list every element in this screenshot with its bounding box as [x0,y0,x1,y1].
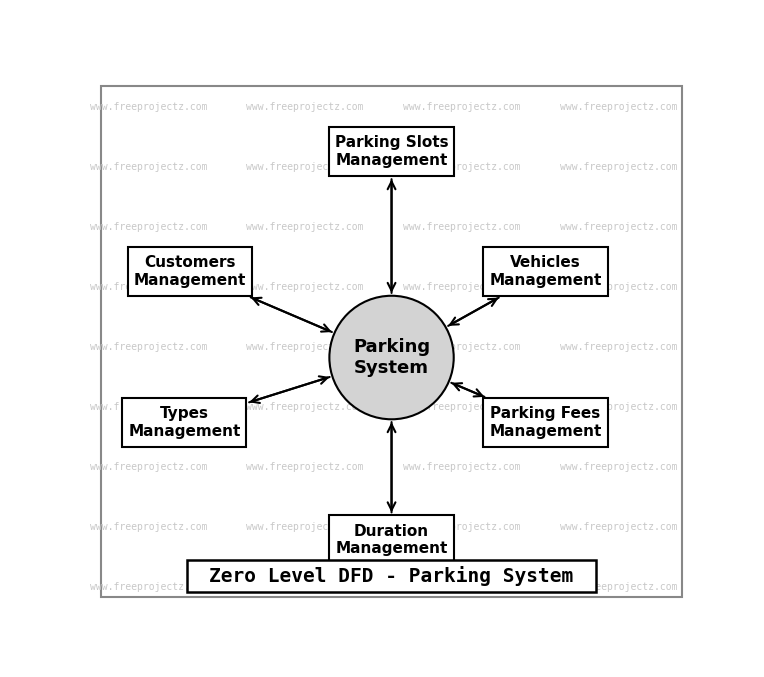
Text: www.freeprojectz.com: www.freeprojectz.com [89,522,207,532]
Text: www.freeprojectz.com: www.freeprojectz.com [247,522,364,532]
Text: www.freeprojectz.com: www.freeprojectz.com [247,102,364,112]
Text: www.freeprojectz.com: www.freeprojectz.com [560,282,678,292]
Text: www.freeprojectz.com: www.freeprojectz.com [403,222,521,232]
Text: www.freeprojectz.com: www.freeprojectz.com [560,402,678,412]
Text: www.freeprojectz.com: www.freeprojectz.com [89,462,207,472]
FancyBboxPatch shape [329,127,454,177]
Text: www.freeprojectz.com: www.freeprojectz.com [560,522,678,532]
Text: www.freeprojectz.com: www.freeprojectz.com [89,102,207,112]
Text: Parking
System: Parking System [353,338,430,377]
Text: www.freeprojectz.com: www.freeprojectz.com [403,342,521,352]
Text: www.freeprojectz.com: www.freeprojectz.com [560,102,678,112]
Text: www.freeprojectz.com: www.freeprojectz.com [247,282,364,292]
Text: www.freeprojectz.com: www.freeprojectz.com [560,222,678,232]
Text: www.freeprojectz.com: www.freeprojectz.com [89,582,207,592]
Text: www.freeprojectz.com: www.freeprojectz.com [247,402,364,412]
Ellipse shape [329,296,454,419]
Text: www.freeprojectz.com: www.freeprojectz.com [560,162,678,172]
FancyBboxPatch shape [187,560,596,592]
Text: www.freeprojectz.com: www.freeprojectz.com [403,582,521,592]
Text: www.freeprojectz.com: www.freeprojectz.com [247,462,364,472]
Text: www.freeprojectz.com: www.freeprojectz.com [89,402,207,412]
Text: www.freeprojectz.com: www.freeprojectz.com [403,162,521,172]
FancyBboxPatch shape [122,398,247,447]
Text: Vehicles
Management: Vehicles Management [489,255,602,288]
Text: www.freeprojectz.com: www.freeprojectz.com [403,282,521,292]
Text: www.freeprojectz.com: www.freeprojectz.com [89,342,207,352]
Text: www.freeprojectz.com: www.freeprojectz.com [403,462,521,472]
FancyBboxPatch shape [329,515,454,565]
Text: www.freeprojectz.com: www.freeprojectz.com [89,162,207,172]
Text: www.freeprojectz.com: www.freeprojectz.com [403,102,521,112]
Text: www.freeprojectz.com: www.freeprojectz.com [247,222,364,232]
Text: Customers
Management: Customers Management [134,255,247,288]
FancyBboxPatch shape [484,398,607,447]
FancyBboxPatch shape [484,246,607,297]
Text: www.freeprojectz.com: www.freeprojectz.com [403,522,521,532]
FancyBboxPatch shape [128,246,252,297]
Text: www.freeprojectz.com: www.freeprojectz.com [560,342,678,352]
Text: www.freeprojectz.com: www.freeprojectz.com [560,582,678,592]
Text: www.freeprojectz.com: www.freeprojectz.com [403,402,521,412]
Text: Zero Level DFD - Parking System: Zero Level DFD - Parking System [209,566,574,586]
Text: Parking Slots
Management: Parking Slots Management [335,135,448,168]
Text: www.freeprojectz.com: www.freeprojectz.com [247,582,364,592]
Text: www.freeprojectz.com: www.freeprojectz.com [247,162,364,172]
Text: www.freeprojectz.com: www.freeprojectz.com [560,462,678,472]
Text: Duration
Management: Duration Management [335,524,448,556]
Text: Parking Fees
Management: Parking Fees Management [489,406,602,439]
Text: Types
Management: Types Management [128,406,241,439]
Text: www.freeprojectz.com: www.freeprojectz.com [89,222,207,232]
Text: www.freeprojectz.com: www.freeprojectz.com [89,282,207,292]
Text: www.freeprojectz.com: www.freeprojectz.com [247,342,364,352]
